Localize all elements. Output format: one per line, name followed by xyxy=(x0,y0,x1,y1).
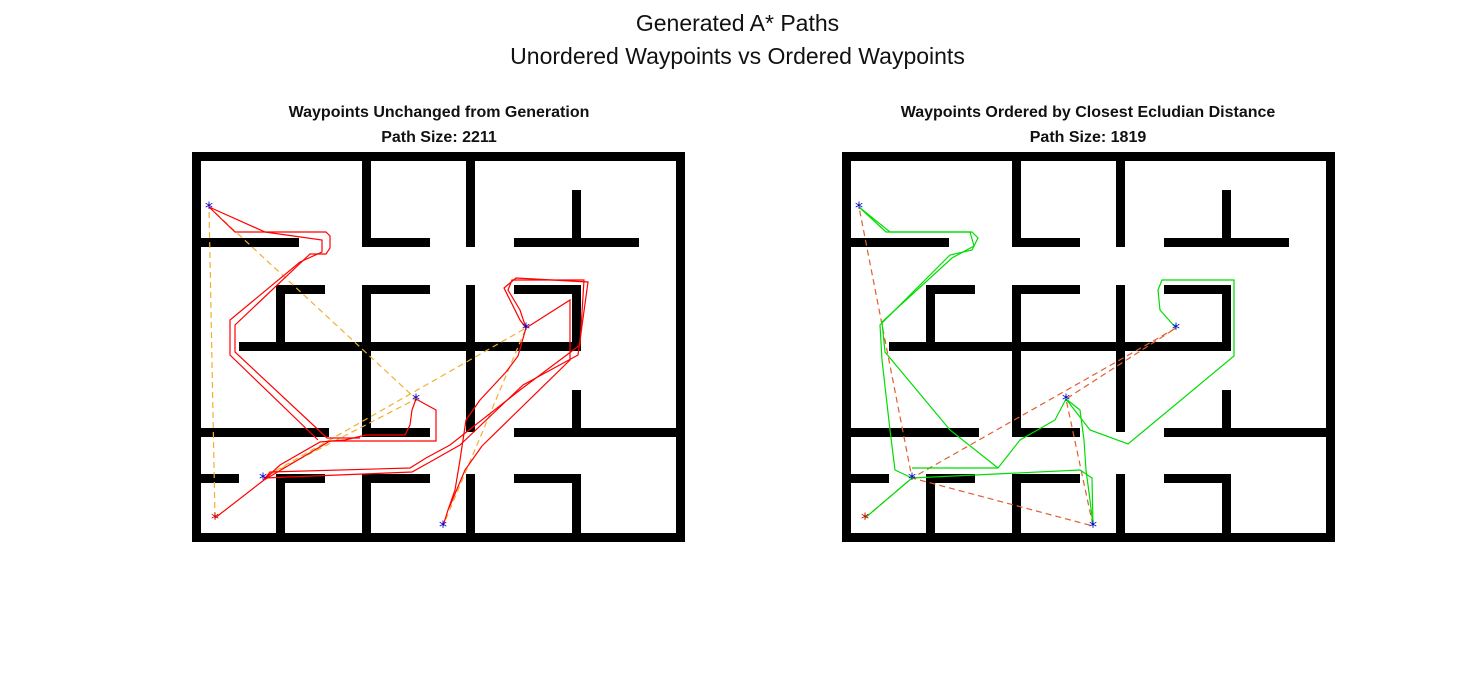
right-panel-title: Waypoints Ordered by Closest Ecludian Di… xyxy=(900,104,1276,121)
maze-walls xyxy=(842,152,1335,542)
left-panel-title: Waypoints Unchanged from Generation xyxy=(288,104,590,121)
right-panel-path-size: Path Size: 1819 xyxy=(1029,129,1147,146)
waypoint-marker: * xyxy=(855,198,863,217)
start-marker: * xyxy=(861,509,869,528)
waypoint-marker: * xyxy=(259,469,267,488)
waypoint-marker: * xyxy=(1172,319,1180,338)
astar-path xyxy=(858,206,1235,527)
waypoint-marker: * xyxy=(908,469,916,488)
right-maze-panel: * * * * * * xyxy=(842,152,1335,542)
astar-path xyxy=(208,206,589,527)
waypoint-marker: * xyxy=(522,319,530,338)
left-panel-path-size: Path Size: 2211 xyxy=(381,129,497,146)
left-maze-panel: * * * * * * xyxy=(192,152,685,542)
waypoint-marker: * xyxy=(439,517,447,536)
waypoint-markers: * * * * * * xyxy=(855,198,1180,536)
waypoint-marker: * xyxy=(1062,390,1070,409)
figure-title-line2: Unordered Waypoints vs Ordered Waypoints xyxy=(510,43,965,69)
waypoint-markers: * * * * * * xyxy=(205,198,530,536)
figure-title-line1: Generated A* Paths xyxy=(635,10,840,36)
waypoint-marker: * xyxy=(1089,517,1097,536)
waypoint-marker: * xyxy=(412,390,420,409)
start-marker: * xyxy=(211,509,219,528)
maze-walls xyxy=(192,152,685,542)
dashed-waypoint-connectors xyxy=(208,205,528,527)
waypoint-marker: * xyxy=(205,198,213,217)
